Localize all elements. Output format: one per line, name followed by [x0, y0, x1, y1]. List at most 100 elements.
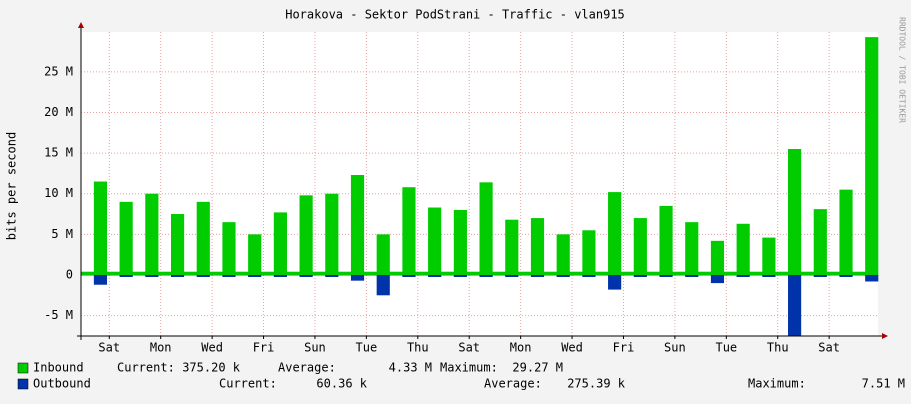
x-tick-label: Thu	[407, 341, 429, 355]
area-step	[428, 275, 441, 277]
area-step	[801, 272, 814, 275]
stat-value: 375.20 k	[182, 361, 241, 375]
chart-title: Horakova - Sektor PodStrani - Traffic - …	[285, 8, 625, 22]
area-step	[364, 272, 377, 275]
area-step	[94, 275, 107, 285]
area-step	[325, 275, 338, 277]
area-step	[132, 272, 145, 275]
area-step	[557, 275, 570, 277]
area-step	[762, 238, 775, 275]
area-step	[120, 202, 133, 275]
legend-swatch	[18, 363, 28, 373]
stat-value: 60.36 k	[316, 377, 367, 391]
area-step	[158, 272, 171, 275]
area-step	[788, 275, 801, 336]
area-step	[608, 192, 621, 275]
watermark: RRDTOOL / TOBI OETIKER	[898, 17, 907, 123]
area-step	[505, 275, 518, 277]
x-tick-label: Thu	[767, 341, 789, 355]
area-step	[454, 210, 467, 275]
stat-label: Current:	[117, 361, 175, 375]
area-step	[492, 272, 505, 275]
area-step	[814, 275, 827, 277]
area-step	[338, 272, 351, 275]
area-step	[480, 275, 493, 277]
area-step	[222, 275, 235, 277]
area-step	[145, 194, 158, 275]
stat-value: 29.27 M	[512, 361, 563, 375]
stat-value: 275.39 k	[567, 377, 626, 391]
area-step	[531, 218, 544, 275]
area-step	[711, 241, 724, 275]
area-step	[685, 275, 698, 277]
legend-swatch	[18, 379, 28, 389]
area-step	[351, 275, 364, 281]
area-step	[608, 275, 621, 290]
area-step	[839, 190, 852, 275]
x-tick-label: Sat	[98, 341, 120, 355]
x-tick-label: Sat	[818, 341, 840, 355]
y-tick-label: -5 M	[44, 308, 73, 322]
x-tick-label: Fri	[253, 341, 275, 355]
area-step	[724, 272, 737, 275]
y-axis-label: bits per second	[5, 132, 19, 240]
area-step	[582, 275, 595, 277]
stat-label: Maximum:	[440, 361, 498, 375]
area-step	[762, 275, 775, 277]
area-step	[300, 275, 313, 277]
area-step	[711, 275, 724, 283]
area-step	[467, 272, 480, 275]
area-step	[377, 234, 390, 275]
y-axis-arrow	[78, 22, 84, 28]
area-step	[749, 272, 762, 275]
area-step	[672, 272, 685, 275]
area-step	[814, 209, 827, 275]
area-step	[235, 272, 248, 275]
area-step	[428, 208, 441, 275]
area-step	[274, 275, 287, 277]
area-step	[544, 272, 557, 275]
area-step	[300, 195, 313, 275]
y-tick-label: 20 M	[44, 105, 73, 119]
area-step	[454, 275, 467, 277]
area-step	[595, 272, 608, 275]
x-tick-label: Fri	[613, 341, 635, 355]
area-step	[518, 272, 531, 275]
area-step	[197, 202, 210, 275]
x-tick-label: Wed	[561, 341, 583, 355]
area-step	[94, 182, 107, 275]
area-step	[81, 272, 94, 275]
x-tick-label: Wed	[201, 341, 223, 355]
area-step	[415, 272, 428, 275]
area-step	[788, 149, 801, 275]
area-step	[145, 275, 158, 277]
area-step	[634, 218, 647, 275]
area-step	[865, 275, 878, 282]
x-tick-label: Sun	[304, 341, 326, 355]
y-tick-label: 10 M	[44, 186, 73, 200]
area-step	[557, 234, 570, 275]
area-step	[222, 222, 235, 275]
area-step	[775, 272, 788, 275]
x-tick-label: Mon	[150, 341, 172, 355]
area-step	[480, 182, 493, 275]
y-tick-label: 25 M	[44, 64, 73, 78]
y-tick-label: 15 M	[44, 146, 73, 160]
area-step	[852, 272, 865, 275]
area-step	[737, 224, 750, 275]
area-step	[634, 275, 647, 277]
stat-value: 4.33 M	[389, 361, 432, 375]
area-step	[171, 214, 184, 275]
stat-label: Average:	[278, 361, 336, 375]
x-tick-label: Tue	[356, 341, 378, 355]
legend-label: Inbound	[33, 361, 84, 375]
stat-label: Current:	[219, 377, 277, 391]
area-step	[287, 272, 300, 275]
area-step	[274, 212, 287, 275]
area-step	[685, 222, 698, 275]
area-step	[210, 272, 223, 275]
area-step	[505, 220, 518, 275]
x-tick-label: Sat	[458, 341, 480, 355]
